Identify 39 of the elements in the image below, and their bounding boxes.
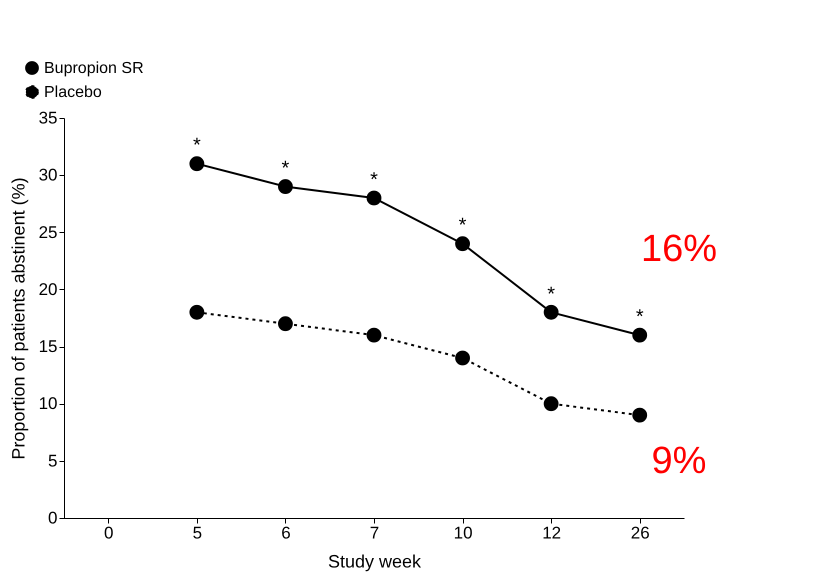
- point: [366, 328, 382, 343]
- y-tick-label: 10: [38, 394, 58, 414]
- x-tick-label: 7: [370, 524, 380, 542]
- y-tick-label: 5: [48, 451, 58, 470]
- point: [189, 156, 204, 172]
- y-tick-label: 15: [38, 337, 58, 356]
- x-tick-label: 6: [281, 524, 291, 542]
- point: [455, 236, 470, 252]
- annotation: *: [282, 158, 290, 180]
- point: [544, 304, 559, 320]
- x-tick-label: 26: [630, 524, 650, 542]
- annotation: *: [192, 134, 201, 157]
- point: [366, 190, 382, 206]
- legend-label: Placebo: [44, 84, 102, 101]
- annotation: 16%: [640, 228, 718, 270]
- y-tick-label: 25: [38, 222, 58, 242]
- x-tick-label: 10: [454, 524, 473, 542]
- annotation: *: [636, 306, 644, 328]
- y-axis-title: Proportion of patients abstinent (%): [8, 177, 29, 460]
- annotation: *: [458, 214, 467, 237]
- point: [189, 304, 204, 320]
- x-tick-label: 5: [192, 524, 202, 542]
- annotation: 9%: [652, 440, 706, 482]
- y-tick-label: 20: [38, 280, 58, 299]
- x-axis-title: Study week: [328, 552, 422, 572]
- x-tick-label: 12: [542, 524, 562, 542]
- annotation: *: [547, 283, 556, 306]
- y-tick-label: 35: [38, 108, 58, 128]
- point: [278, 179, 293, 194]
- legend-label: Bupropion SR: [44, 60, 144, 77]
- x-tick-label: 0: [104, 524, 114, 542]
- point: [455, 350, 470, 366]
- point: [632, 328, 648, 343]
- point: [278, 316, 293, 332]
- y-tick-label: 0: [48, 508, 58, 528]
- y-tick-label: 30: [38, 166, 58, 185]
- point: [544, 396, 559, 412]
- point: [632, 408, 648, 423]
- annotation: *: [370, 169, 378, 191]
